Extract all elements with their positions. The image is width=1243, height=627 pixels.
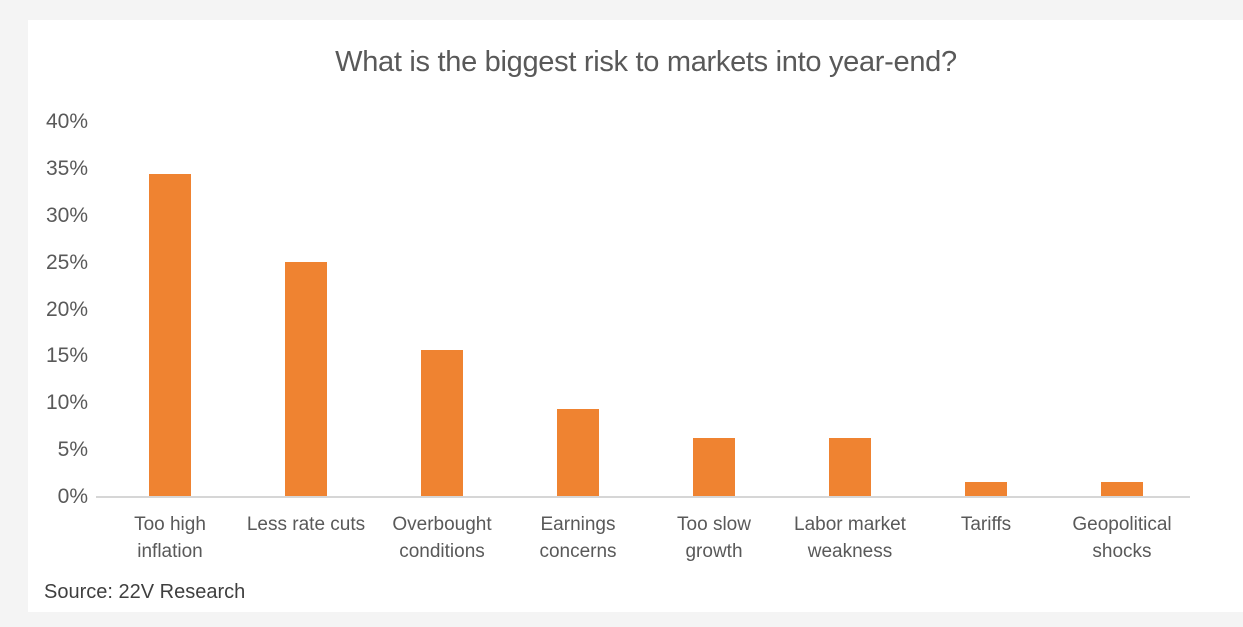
y-tick-label: 10%: [45, 391, 88, 415]
chart-title: What is the biggest risk to markets into…: [335, 46, 957, 78]
chart-bar-5: [693, 437, 735, 497]
x-axis-baseline: [96, 496, 1190, 498]
chart-bar-4: [557, 408, 599, 497]
bar-slot: [102, 122, 238, 497]
y-tick-label: 30%: [45, 203, 88, 227]
y-tick-label: 5%: [57, 438, 88, 462]
y-tick-label: 15%: [45, 344, 88, 368]
chart-bar-3: [421, 349, 463, 497]
bars-row: [102, 122, 1190, 497]
bar-slot: [918, 122, 1054, 497]
category-label: Too high inflation: [134, 514, 206, 562]
category-label: Overbought conditions: [392, 514, 492, 562]
chart-bar-7: [965, 482, 1007, 497]
chart-bar-6: [829, 437, 871, 497]
category-label: Geopolitical shocks: [1072, 514, 1172, 562]
x-axis-labels: Too high inflation Less rate cuts Overboug…: [102, 511, 1190, 565]
bar-slot: [374, 122, 510, 497]
chart-bar-8: [1101, 482, 1143, 497]
chart-background: [28, 20, 1243, 612]
chart-bar-1: [149, 173, 191, 497]
category-label: Labor market weakness: [794, 514, 906, 562]
category-label: Earnings concerns: [539, 514, 617, 562]
bar-slot: [510, 122, 646, 497]
category-label: Too slow growth: [677, 514, 751, 562]
category-label: Less rate cuts: [246, 514, 366, 535]
chart-bar-2: [285, 261, 327, 497]
bar-slot: [1054, 122, 1190, 497]
y-tick-label: 0%: [57, 485, 88, 508]
y-tick-label: 40%: [45, 110, 88, 133]
category-label: Tariffs: [960, 514, 1012, 535]
bar-slot: [646, 122, 782, 497]
plot-area: [102, 122, 1190, 497]
bar-slot: [782, 122, 918, 497]
source-note: Source: 22V Research: [44, 581, 246, 603]
y-tick-label: 25%: [45, 250, 88, 274]
y-tick-label: 35%: [45, 156, 88, 180]
y-tick-label: 20%: [45, 297, 88, 321]
bar-slot: [238, 122, 374, 497]
